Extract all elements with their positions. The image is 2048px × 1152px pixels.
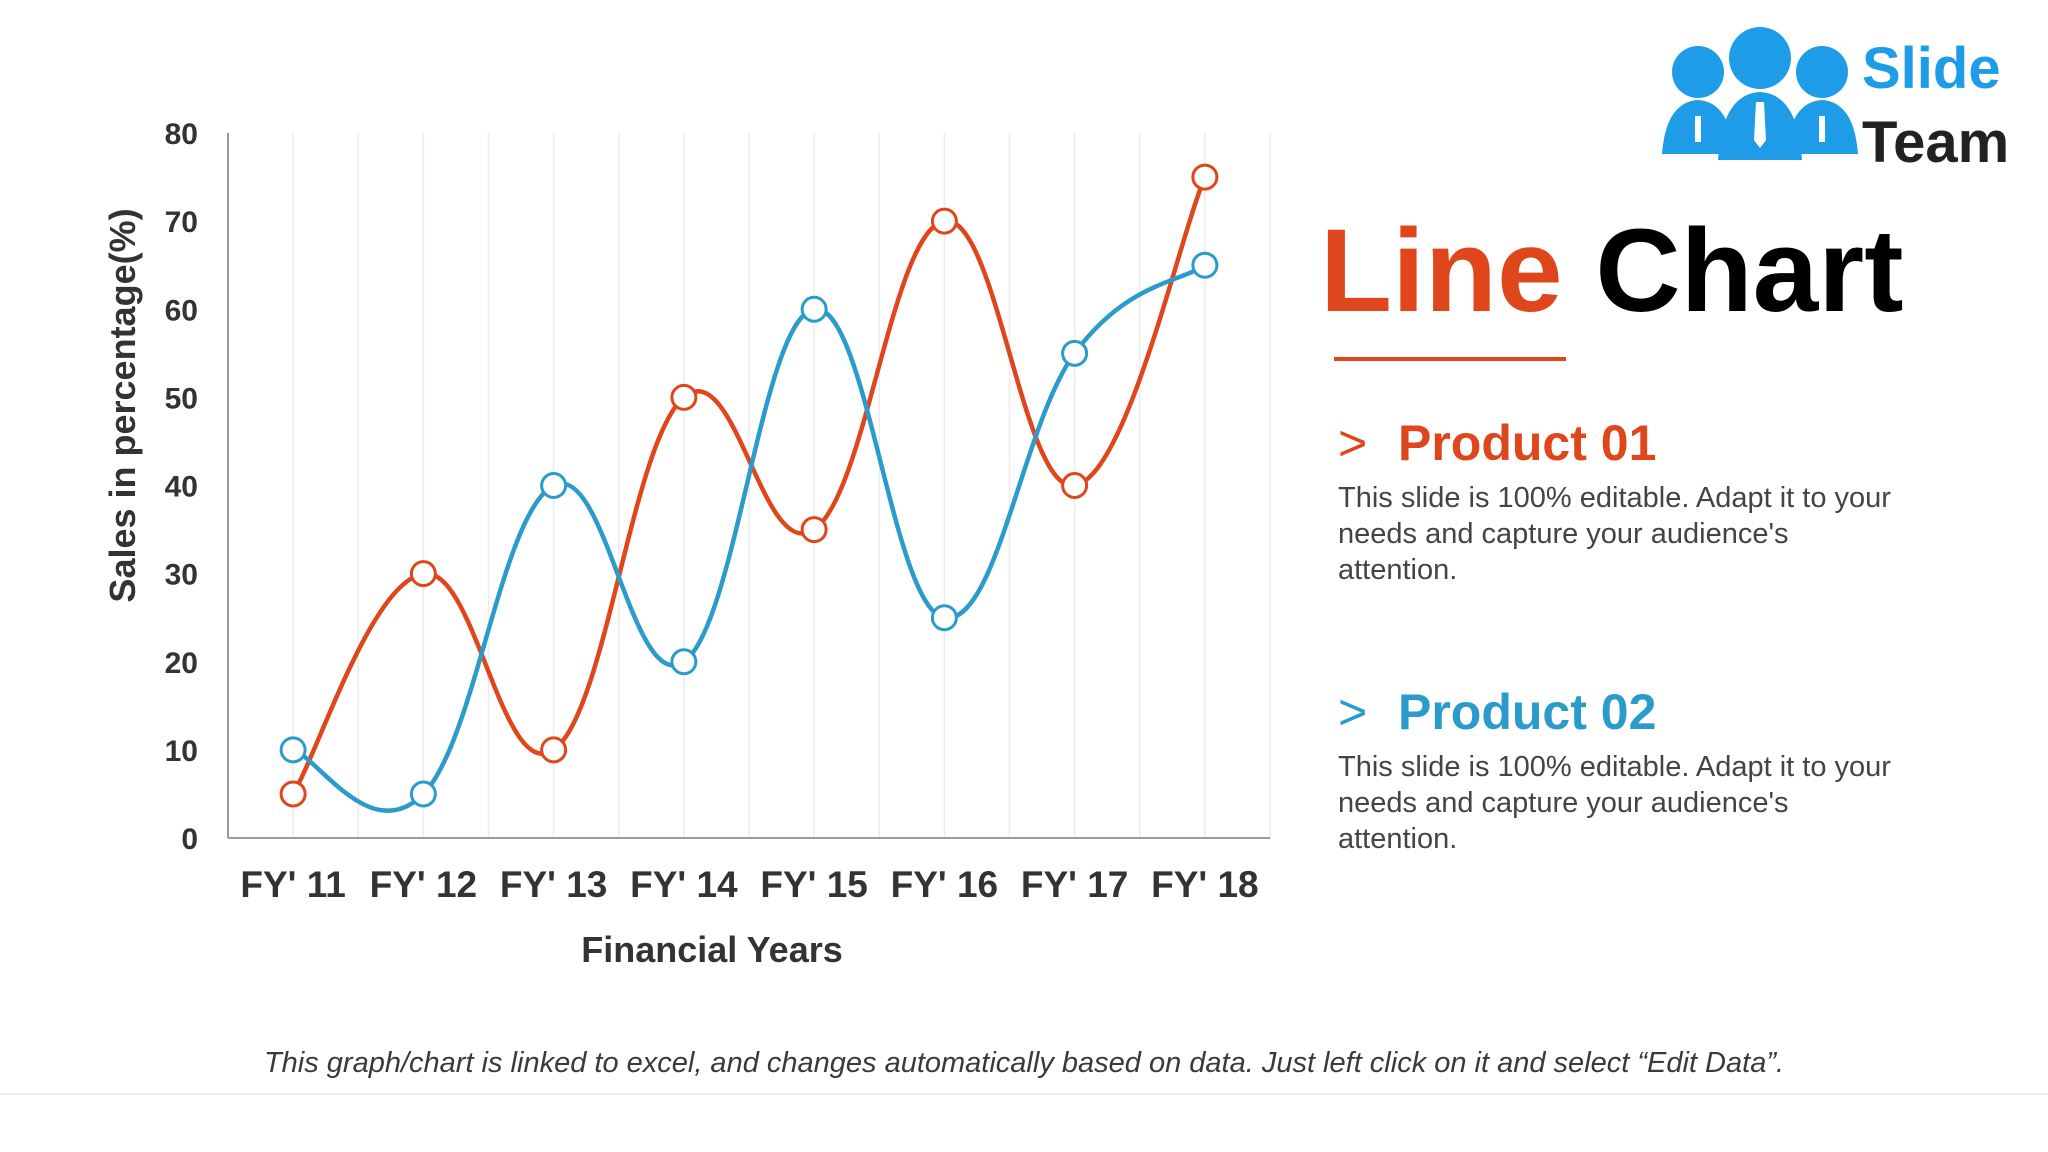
y-tick-label: 80 <box>165 118 198 151</box>
slideteam-logo: Slide Team <box>1660 22 2020 172</box>
people-group-logo-icon <box>1662 27 1858 160</box>
title-underline <box>1334 357 1566 361</box>
series-1-point <box>930 207 958 235</box>
product-01-title: Product 01 <box>1398 415 1657 471</box>
y-tick-label: 30 <box>165 559 198 592</box>
page-title: Line Chart <box>1320 212 1904 330</box>
series-1-point <box>409 560 437 588</box>
y-tick-label: 0 <box>181 823 198 856</box>
chevron-right-icon: > <box>1338 684 1368 740</box>
product-02-description: This slide is 100% editable. Adapt it to… <box>1338 751 1891 855</box>
logo-text-team: Team <box>1862 110 2010 175</box>
footer-divider <box>0 1093 2048 1095</box>
x-tick-label: FY' 13 <box>500 864 608 905</box>
title-word-line: Line <box>1320 205 1563 337</box>
y-tick-label: 10 <box>165 735 198 768</box>
product-02-title: Product 02 <box>1398 684 1657 740</box>
footnote: This graph/chart is linked to excel, and… <box>263 1047 1785 1079</box>
product-01-heading: > Product 01 <box>1338 418 1898 468</box>
y-tick-label: 40 <box>165 471 198 504</box>
product-02-block: > Product 02 This slide is 100% editable.… <box>1338 687 1898 857</box>
chevron-right-icon: > <box>1338 415 1368 471</box>
series-1-point <box>1191 163 1219 191</box>
y-tick-label: 50 <box>165 382 198 415</box>
title-word-chart: Chart <box>1595 205 1904 337</box>
logo-text-slide: Slide <box>1862 36 2001 101</box>
y-tick-label: 60 <box>165 294 198 327</box>
x-tick-label: FY' 12 <box>370 864 478 905</box>
x-tick-label: FY' 16 <box>891 864 999 905</box>
series-1-point <box>1061 472 1089 499</box>
series-line-1 <box>291 176 1207 796</box>
x-tick-label: FY' 11 <box>240 864 345 905</box>
x-tick-label: FY' 14 <box>630 864 738 905</box>
series-line-2 <box>292 263 1207 813</box>
y-tick-label: 20 <box>165 647 198 680</box>
product-02-heading: > Product 02 <box>1338 687 1898 737</box>
series-1-point <box>540 736 568 764</box>
product-01-block: > Product 01 This slide is 100% editable.… <box>1338 418 1898 588</box>
x-axis-title: Financial Years <box>581 929 843 970</box>
x-tick-label: FY' 15 <box>760 864 868 905</box>
series-2-point <box>800 295 828 323</box>
series-2-point <box>1061 339 1089 367</box>
product-01-description: This slide is 100% editable. Adapt it to… <box>1338 482 1891 586</box>
y-tick-label: 70 <box>165 206 198 239</box>
series-2-point <box>409 780 437 808</box>
series-1-point <box>670 383 698 411</box>
y-axis-title: Sales in percentage(%) <box>102 208 143 602</box>
series-1-point <box>279 780 307 808</box>
x-tick-label: FY' 18 <box>1151 864 1259 905</box>
series-1-point <box>800 516 828 544</box>
series-2-point <box>540 472 568 499</box>
series-2-point <box>279 736 307 764</box>
x-tick-label: FY' 17 <box>1021 864 1129 905</box>
series-2-point <box>930 604 958 632</box>
series-2-point <box>1191 251 1219 279</box>
series-2-point <box>670 648 698 676</box>
